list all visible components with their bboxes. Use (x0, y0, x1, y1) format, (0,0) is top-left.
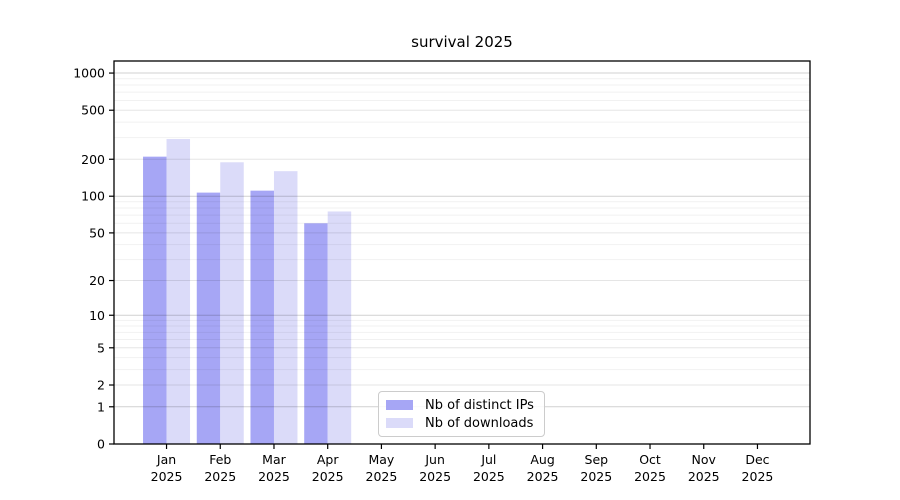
bar-jan-distinct-ips (143, 156, 167, 444)
x-tick-label-month-jan: Jan (156, 452, 176, 467)
legend-label-distinct-ips: Nb of distinct IPs (425, 397, 534, 413)
x-tick-label-month-may: May (368, 452, 394, 467)
chart-title: survival 2025 (411, 33, 513, 51)
x-tick-label-month-aug: Aug (530, 452, 554, 467)
x-tick-label-month-nov: Nov (692, 452, 717, 467)
bar-apr-downloads (327, 211, 352, 444)
x-tick-label-year-jan: 2025 (151, 469, 183, 484)
legend-item-downloads: Nb of downloads (386, 415, 536, 431)
bar-feb-distinct-ips (196, 192, 221, 444)
y-tick-label-10: 10 (89, 308, 105, 323)
y-tick-label-500: 500 (81, 103, 105, 118)
bar-apr-distinct-ips (304, 223, 328, 444)
x-tick-label-month-oct: Oct (639, 452, 661, 467)
y-tick-label-2: 2 (97, 378, 105, 393)
x-tick-label-month-mar: Mar (262, 452, 286, 467)
x-tick-label-year-aug: 2025 (527, 469, 559, 484)
x-tick-label-year-oct: 2025 (634, 469, 666, 484)
y-tick-label-20: 20 (89, 273, 105, 288)
x-tick-label-year-nov: 2025 (688, 469, 720, 484)
legend-item-distinct-ips: Nb of distinct IPs (386, 397, 536, 413)
x-tick-label-year-apr: 2025 (312, 469, 344, 484)
x-tick-label-year-dec: 2025 (742, 469, 774, 484)
bar-mar-downloads (273, 171, 298, 445)
x-tick-label-year-feb: 2025 (204, 469, 236, 484)
axes-frame (113, 60, 811, 445)
legend: Nb of distinct IPs Nb of downloads (378, 391, 545, 437)
legend-swatch-distinct-ips (386, 400, 413, 410)
x-tick-label-month-sep: Sep (585, 452, 609, 467)
y-tick-label-200: 200 (81, 152, 105, 167)
bar-jan-downloads (166, 139, 191, 444)
x-tick-label-month-jun: Jun (424, 452, 445, 467)
y-tick-label-100: 100 (81, 189, 105, 204)
x-tick-label-year-sep: 2025 (580, 469, 612, 484)
x-tick-label-year-may: 2025 (366, 469, 398, 484)
y-tick-label-1000: 1000 (73, 66, 105, 81)
x-tick-label-month-jul: Jul (480, 452, 496, 467)
bar-feb-downloads (220, 162, 244, 444)
y-tick-label-5: 5 (97, 340, 105, 355)
legend-swatch-downloads (386, 418, 413, 428)
bar-mar-distinct-ips (250, 190, 274, 444)
x-tick-label-year-mar: 2025 (258, 469, 290, 484)
y-tick-label-50: 50 (89, 225, 105, 240)
legend-label-downloads: Nb of downloads (425, 415, 534, 431)
y-tick-label-0: 0 (97, 437, 105, 452)
x-tick-label-year-jul: 2025 (473, 469, 505, 484)
x-tick-label-year-jun: 2025 (419, 469, 451, 484)
x-tick-label-month-apr: Apr (317, 452, 339, 467)
x-tick-label-month-dec: Dec (745, 452, 769, 467)
x-tick-label-month-feb: Feb (209, 452, 231, 467)
y-tick-label-1: 1 (97, 399, 105, 414)
